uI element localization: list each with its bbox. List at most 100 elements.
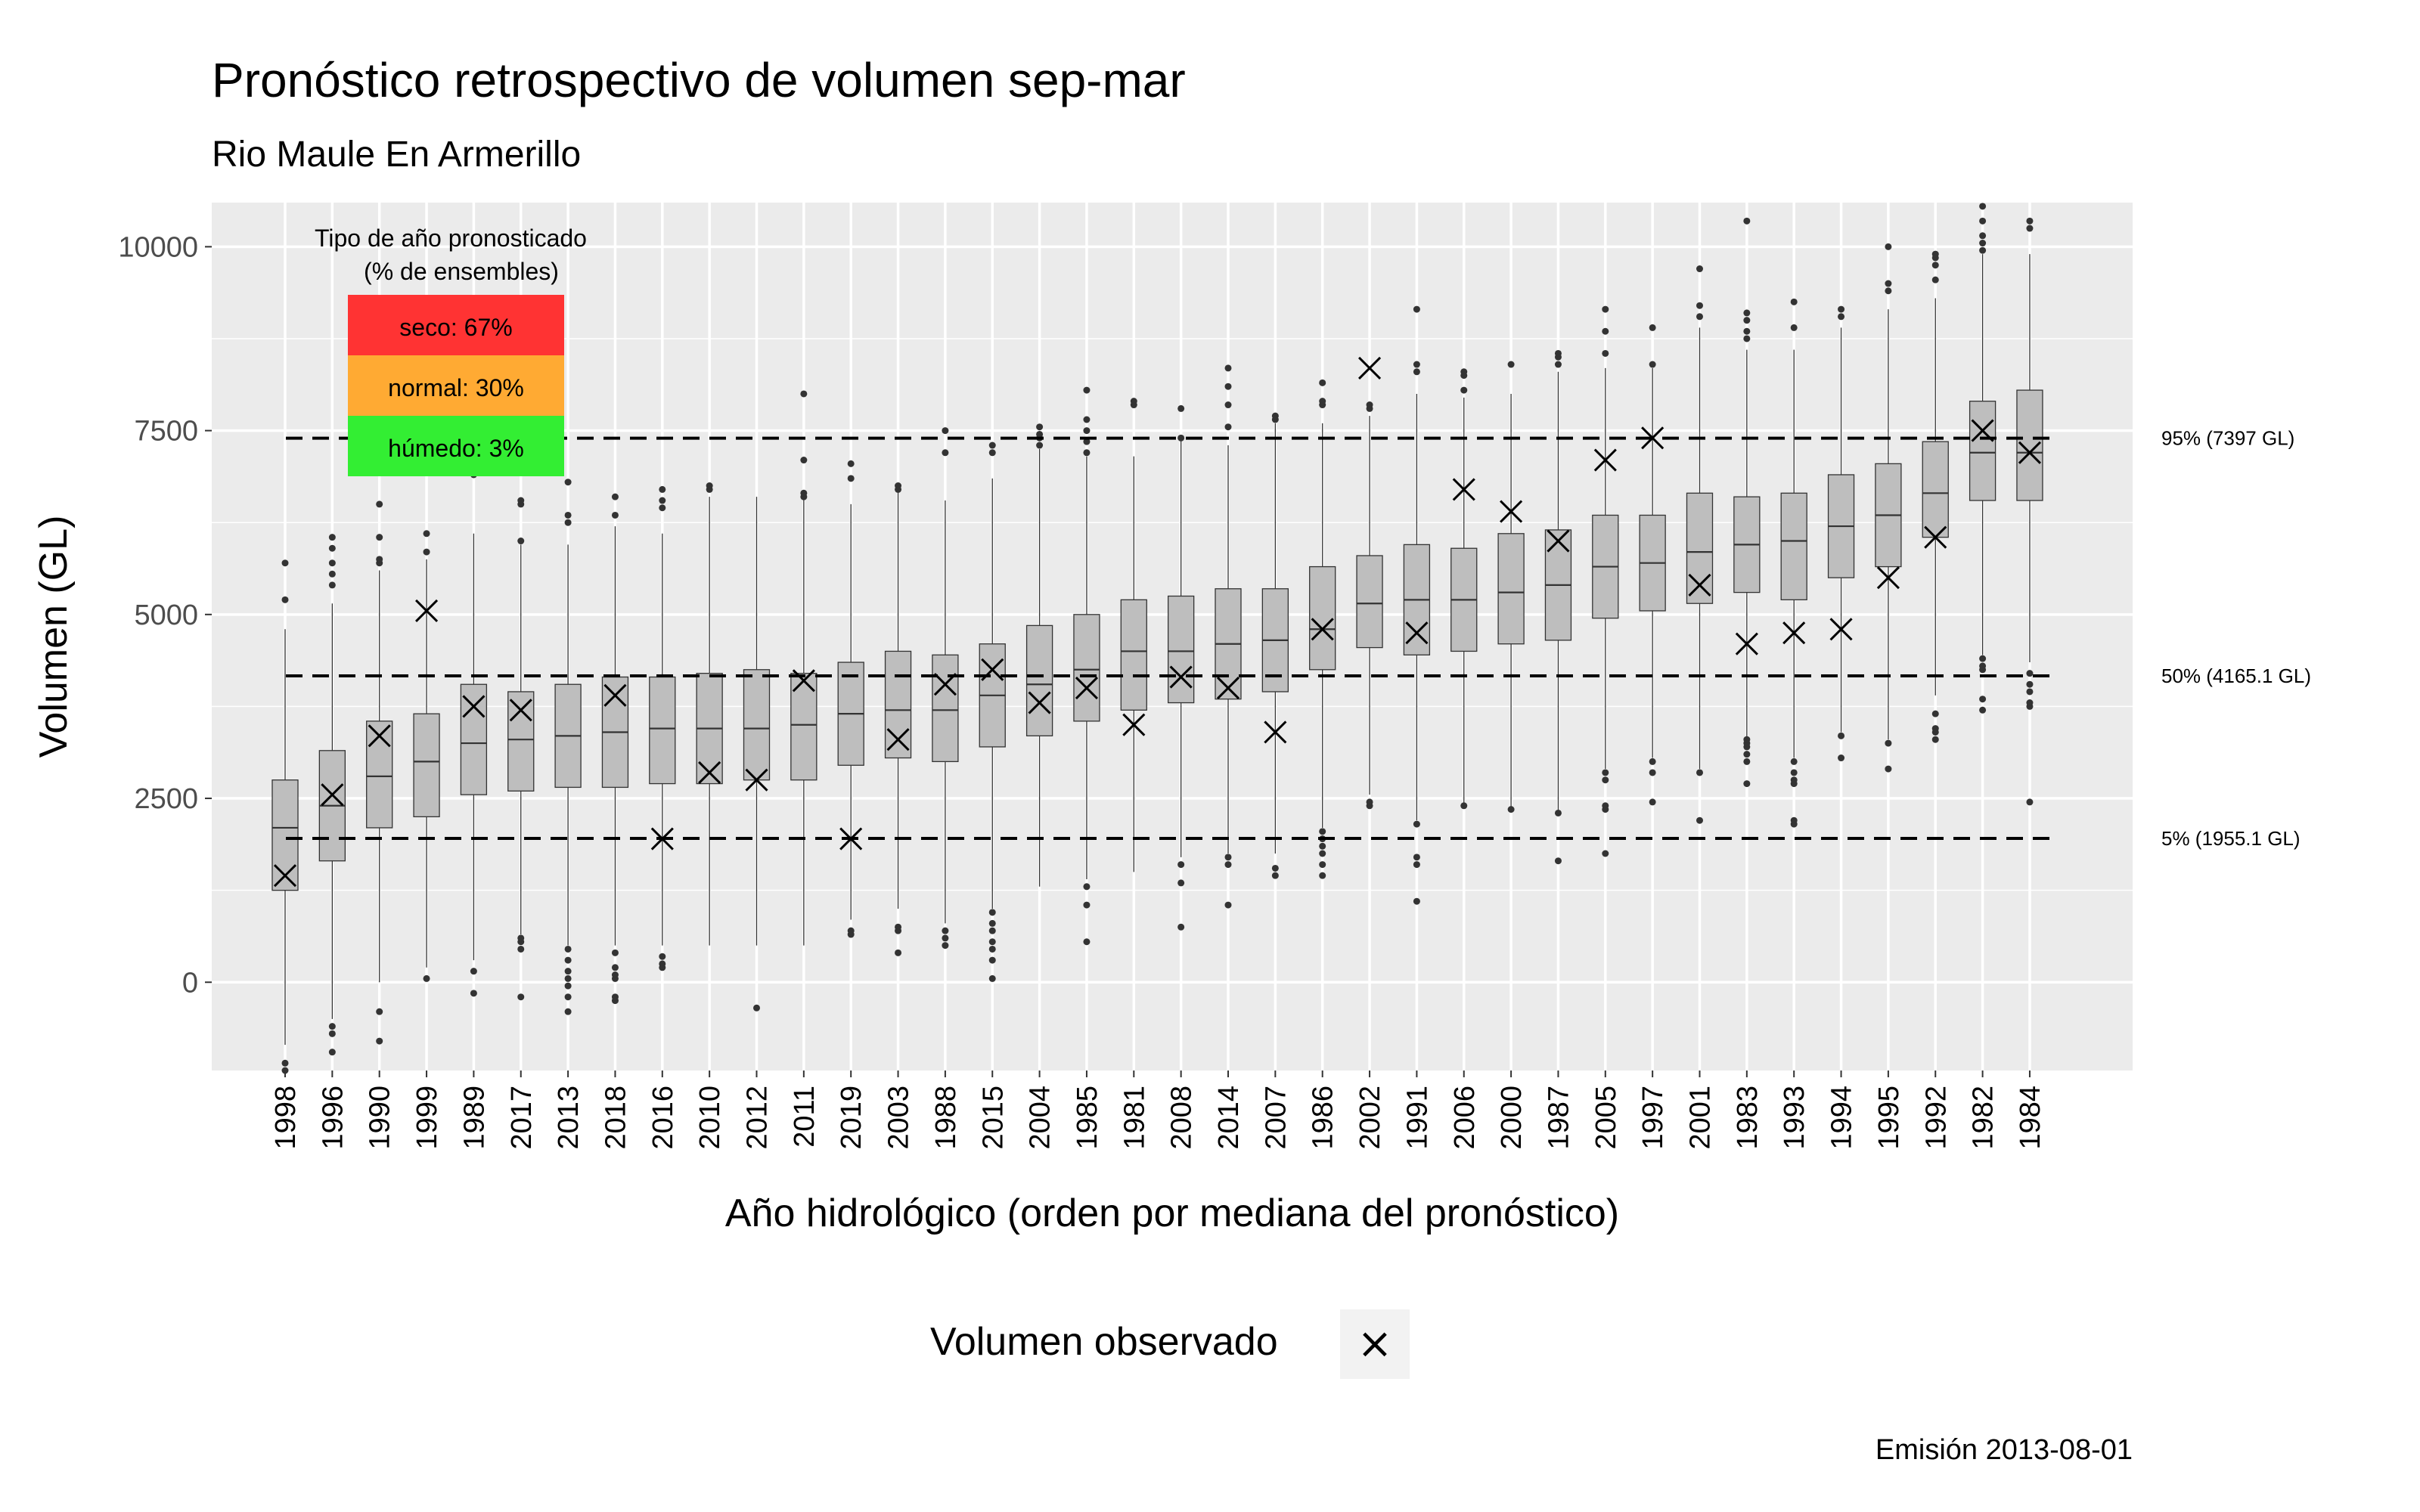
observed-markers [273, 356, 2042, 888]
outlier-point [423, 530, 430, 538]
box-2017 [507, 497, 535, 1001]
x-category-label: 2014 [1213, 1086, 1245, 1150]
outlier-point [1696, 769, 1703, 776]
outlier-point [611, 971, 619, 979]
outlier-point [895, 923, 902, 931]
observed-marker [2018, 441, 2042, 464]
x-category-label: 2018 [600, 1086, 631, 1150]
outlier-point [1602, 349, 1609, 357]
outlier-point [564, 1008, 572, 1015]
outlier-point [1413, 820, 1420, 828]
outlier-point [2026, 680, 2034, 688]
outlier-point [1602, 327, 1609, 335]
outlier-point [517, 934, 525, 942]
observed-stroke [273, 864, 297, 888]
observed-stroke [1971, 419, 1994, 442]
outlier-point [1460, 802, 1468, 810]
x-category-label: 2005 [1590, 1086, 1622, 1150]
outlier-point [1083, 938, 1091, 946]
observed-stroke [1876, 566, 1900, 590]
observed-stroke [1357, 356, 1382, 380]
info-box-swatch [348, 416, 564, 476]
outlier-point [564, 982, 572, 990]
box-body [271, 779, 299, 891]
outlier-point [988, 974, 996, 982]
x-category-label: 1987 [1543, 1086, 1575, 1150]
outlier-point [517, 993, 525, 1001]
observed-stroke [1782, 621, 1806, 645]
outlier-point [517, 497, 525, 504]
observed-marker [1971, 419, 1994, 442]
outlier-point [942, 934, 949, 942]
outlier-point [2026, 699, 2034, 707]
outlier-point [328, 559, 336, 567]
observed-marker [1264, 720, 1287, 744]
x-category-label: 1994 [1826, 1086, 1858, 1150]
outlier-point [564, 968, 572, 975]
outlier-point [1838, 732, 1845, 739]
outlier-point [611, 993, 619, 1001]
outlier-point [1036, 423, 1044, 431]
box-1998 [271, 559, 299, 1074]
observed-marker [1547, 529, 1570, 553]
box-body [1686, 492, 1714, 604]
observed-stroke [1216, 677, 1240, 700]
outlier-point [942, 449, 949, 457]
outlier-point [611, 949, 619, 956]
outlier-point [517, 538, 525, 545]
outlier-point [847, 927, 855, 934]
observed-stroke [933, 673, 957, 696]
observed-marker [462, 695, 486, 718]
outlier-point [1885, 280, 1892, 287]
box-2013 [554, 479, 582, 1015]
outlier-point [988, 919, 996, 927]
outlier-point [1790, 298, 1798, 305]
outlier-point [1931, 262, 1939, 269]
x-category-label: 1985 [1072, 1086, 1103, 1150]
box-body [366, 720, 393, 829]
observed-stroke [368, 724, 391, 748]
observed-stroke [1593, 448, 1617, 472]
outlier-point [895, 482, 902, 490]
outlier-point [988, 449, 996, 457]
y-axis-ticks: 0 2500 5000 7500 10000 [118, 231, 212, 999]
observed-stroke [1028, 691, 1051, 714]
outlier-point [1413, 854, 1420, 861]
outlier-point [1602, 769, 1609, 776]
legend-symbol: × [1357, 1319, 1393, 1368]
outlier-point [423, 548, 430, 556]
outlier-point [611, 964, 619, 971]
x-category-label: 1997 [1637, 1086, 1669, 1150]
outlier-point [847, 475, 855, 482]
box-body [932, 654, 959, 763]
outlier-point [1319, 828, 1326, 835]
box-body [790, 672, 818, 781]
outlier-point [328, 534, 336, 541]
box-body [1025, 624, 1053, 736]
observed-marker [1122, 713, 1146, 736]
outlier-point [1979, 232, 1987, 240]
outlier-point [659, 953, 666, 960]
box-2016 [649, 485, 676, 971]
box-body [1120, 599, 1147, 711]
info-box-subtitle: (% de ensembles) [364, 258, 559, 285]
observed-marker [650, 827, 674, 850]
outlier-point [800, 390, 808, 398]
box-1995 [1875, 243, 1902, 773]
outlier-point [1743, 335, 1751, 342]
outlier-point [942, 942, 949, 950]
observed-marker [886, 728, 910, 751]
outlier-point [376, 534, 383, 541]
outlier-point [1885, 765, 1892, 773]
x-category-label: 2013 [553, 1086, 585, 1150]
outlier-point [1979, 203, 1987, 210]
y-tick-label: 0 [182, 967, 198, 999]
reference-lines: 95% (7397 GL) 50% (4165.1 GL) 5% (1955.1 G… [286, 427, 2311, 850]
box-1996 [318, 534, 346, 1056]
box-body [413, 713, 440, 818]
observed-marker [1688, 573, 1711, 596]
outlier-point [564, 519, 572, 526]
outlier-point [1413, 361, 1420, 368]
x-category-label: 2012 [742, 1086, 774, 1150]
outlier-point [1083, 901, 1091, 909]
